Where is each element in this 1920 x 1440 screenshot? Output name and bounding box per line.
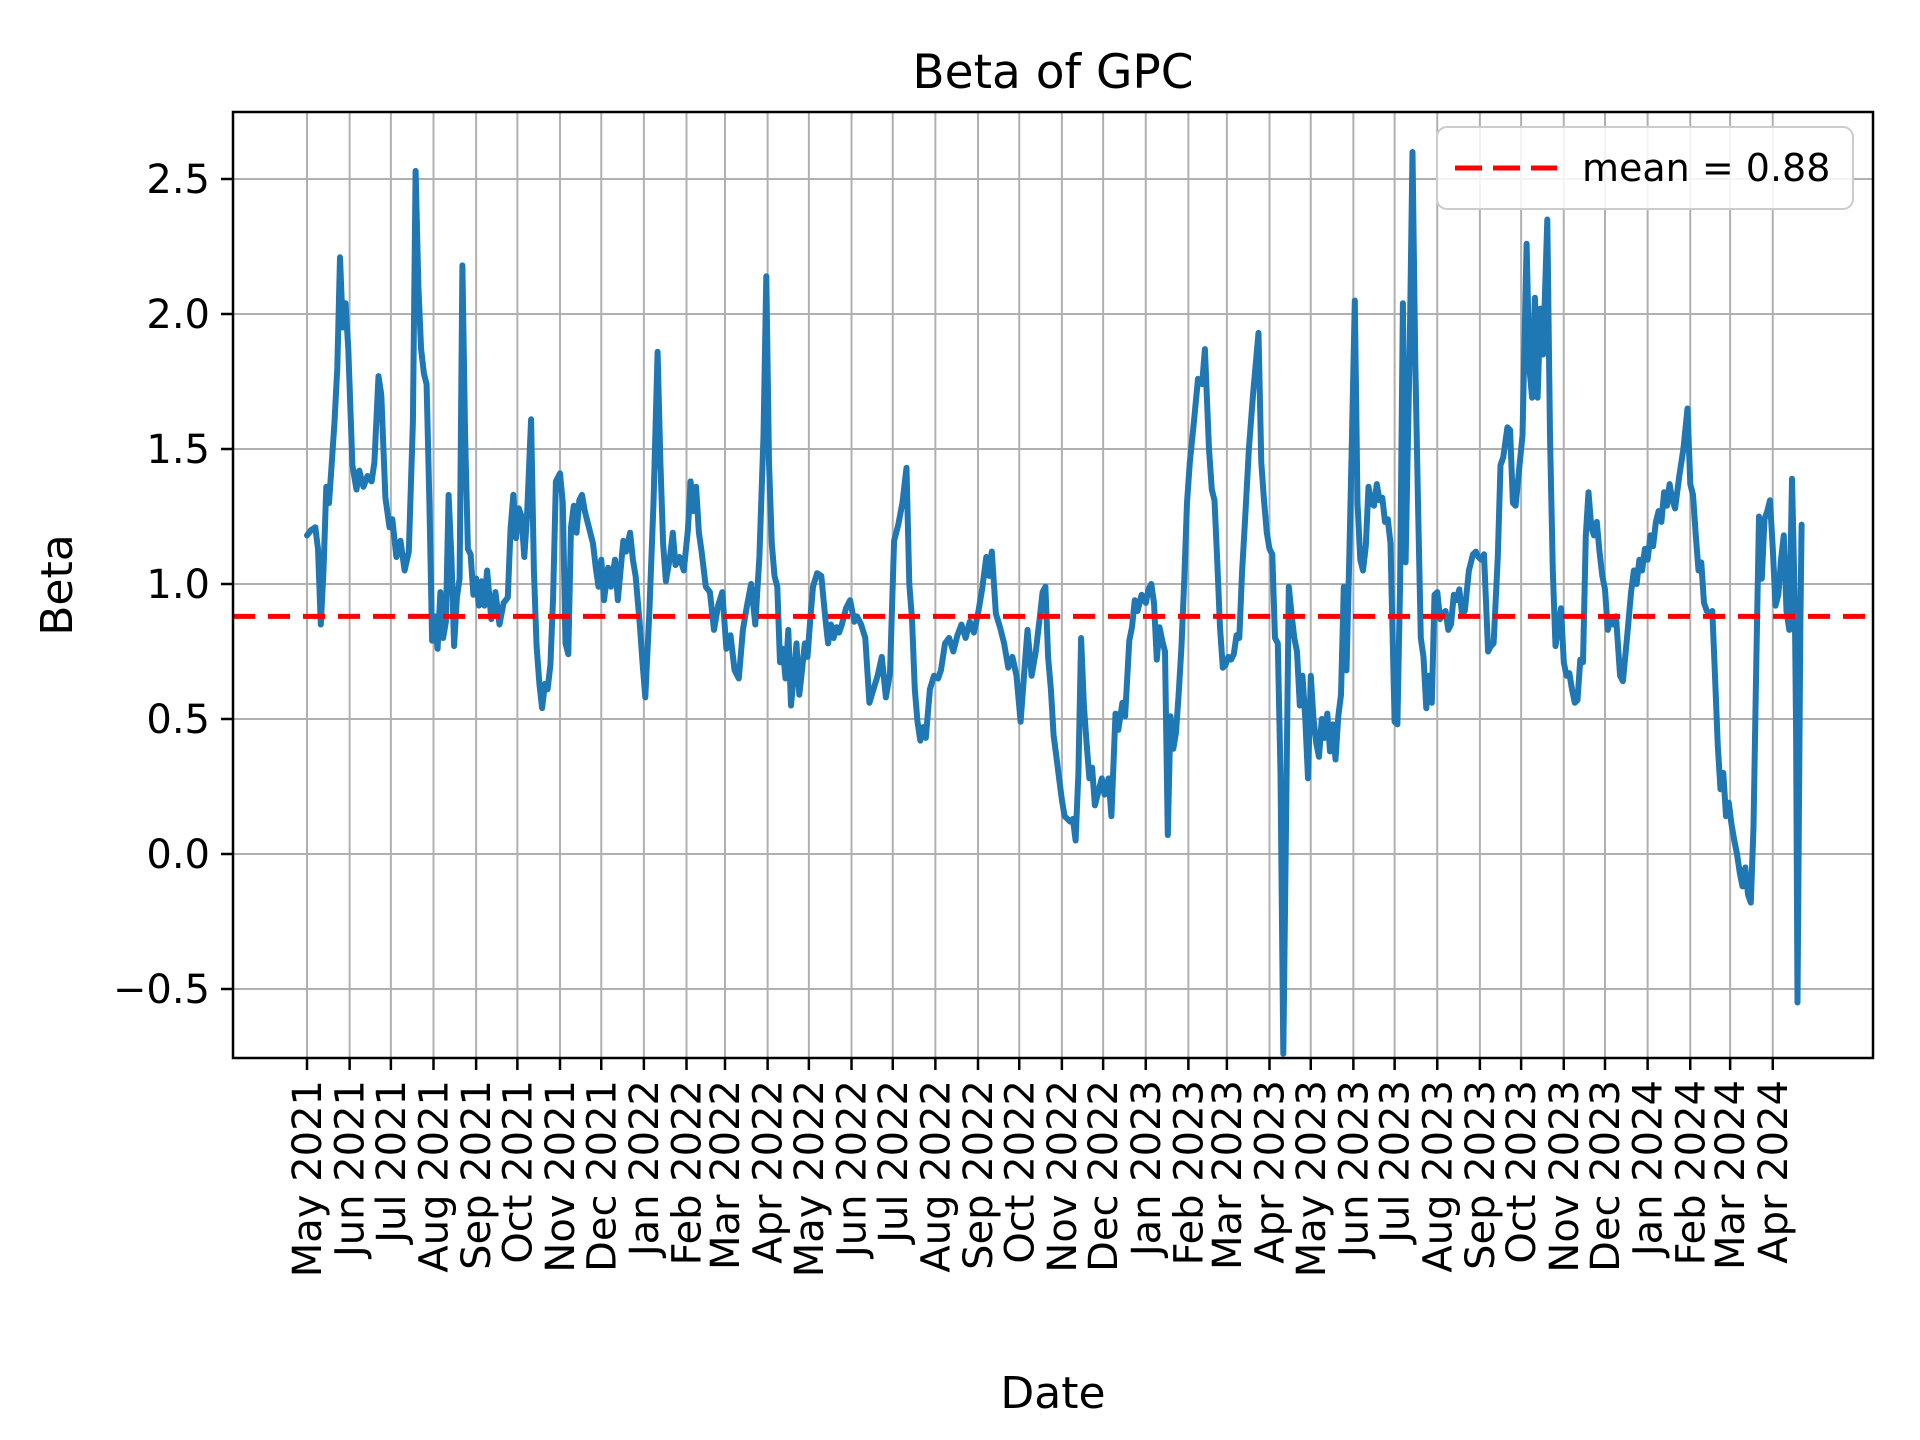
x-tick-label: Apr 2022 xyxy=(746,1080,792,1264)
y-tick-label: 1.0 xyxy=(146,562,210,608)
chart-title: Beta of GPC xyxy=(912,45,1193,100)
x-tick-label: Feb 2024 xyxy=(1668,1080,1714,1265)
x-tick-label: Nov 2023 xyxy=(1542,1080,1588,1273)
x-tick-label: Jan 2024 xyxy=(1626,1080,1672,1259)
beta-line xyxy=(304,149,1805,1057)
x-tick-label: Dec 2021 xyxy=(579,1080,625,1272)
x-tick-label: Oct 2022 xyxy=(997,1080,1043,1264)
x-tick-label: Oct 2021 xyxy=(495,1080,541,1264)
x-tick-label: Jul 2022 xyxy=(871,1080,917,1246)
x-tick-label: Jun 2023 xyxy=(1331,1080,1377,1260)
x-tick-label: May 2023 xyxy=(1289,1080,1335,1277)
x-tick-label: Apr 2023 xyxy=(1248,1080,1294,1264)
x-tick-label: Mar 2024 xyxy=(1708,1080,1754,1270)
y-tick-labels: 2.5 2.0 1.5 1.0 0.5 0.0 −0.5 xyxy=(113,157,210,1013)
beta-series xyxy=(304,149,1805,1057)
x-tick-label: Nov 2021 xyxy=(538,1080,584,1273)
x-tick-label: Jun 2022 xyxy=(830,1080,876,1260)
y-tick-label: −0.5 xyxy=(113,967,210,1013)
x-tick-label: Oct 2023 xyxy=(1499,1080,1545,1264)
x-tick-label: Aug 2021 xyxy=(412,1080,458,1273)
axis-ticks xyxy=(221,177,1774,1070)
y-tick-label: 2.5 xyxy=(146,157,210,203)
legend: mean = 0.88 xyxy=(1436,126,1854,210)
y-tick-label: 1.5 xyxy=(146,427,210,473)
x-tick-label: Sep 2022 xyxy=(956,1080,1002,1270)
x-tick-label: Nov 2022 xyxy=(1040,1080,1086,1273)
x-tick-label: Jul 2021 xyxy=(369,1080,415,1246)
x-axis-label: Date xyxy=(1000,1368,1105,1419)
legend-label: mean = 0.88 xyxy=(1582,146,1830,190)
y-axis-label: Beta xyxy=(32,534,83,635)
grid xyxy=(233,112,1873,1058)
x-tick-label: Jun 2021 xyxy=(328,1080,374,1260)
x-tick-label: Aug 2022 xyxy=(913,1080,959,1273)
x-tick-label: Sep 2023 xyxy=(1458,1080,1504,1270)
legend-box xyxy=(1436,126,1854,210)
x-tick-label: Aug 2023 xyxy=(1415,1080,1461,1273)
x-tick-label: Apr 2024 xyxy=(1751,1080,1797,1264)
x-tick-label: May 2022 xyxy=(787,1080,833,1277)
x-tick-label: May 2021 xyxy=(285,1080,331,1277)
x-tick-label: Feb 2022 xyxy=(665,1080,711,1265)
x-tick-label: Sep 2021 xyxy=(454,1080,500,1270)
x-tick-label: Dec 2023 xyxy=(1583,1080,1629,1272)
y-tick-label: 0.0 xyxy=(146,832,210,878)
x-tick-label: Jan 2023 xyxy=(1124,1080,1170,1259)
y-tick-label: 0.5 xyxy=(146,697,210,743)
x-tick-label: Feb 2023 xyxy=(1166,1080,1212,1265)
y-tick-label: 2.0 xyxy=(146,292,210,338)
x-tick-label: Jul 2023 xyxy=(1373,1080,1419,1246)
x-tick-label: Mar 2022 xyxy=(703,1080,749,1270)
x-tick-label: Dec 2022 xyxy=(1081,1080,1127,1272)
x-tick-label: Jan 2022 xyxy=(622,1080,668,1259)
x-tick-label: Mar 2023 xyxy=(1205,1080,1251,1270)
